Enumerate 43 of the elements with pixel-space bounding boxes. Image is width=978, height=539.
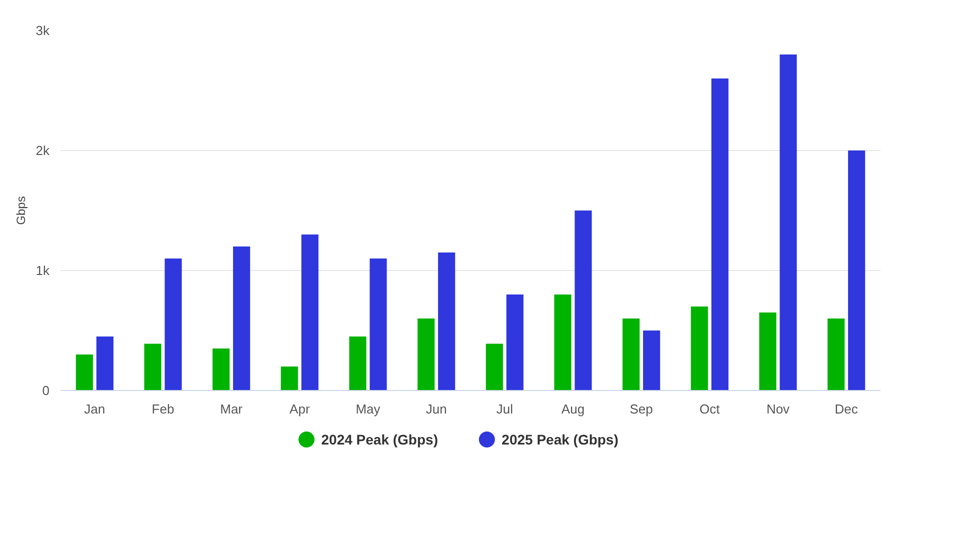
y-tick-label: 1k xyxy=(36,263,50,278)
bar xyxy=(164,258,182,390)
bar xyxy=(828,318,845,390)
x-tick-label: Mar xyxy=(220,402,244,416)
bar xyxy=(76,354,93,390)
bar xyxy=(554,294,572,390)
x-tick-label: Dec xyxy=(834,402,858,416)
bar xyxy=(280,366,298,390)
bar xyxy=(418,318,435,390)
legend-label: 2025 Peak (Gbps) xyxy=(502,432,618,448)
x-tick-label: Apr xyxy=(290,402,310,416)
bar xyxy=(96,336,114,390)
x-tick-label: Sep xyxy=(630,402,653,416)
bar xyxy=(574,210,592,390)
y-tick-label: 0 xyxy=(42,383,50,398)
x-tick-label: May xyxy=(356,402,381,416)
bar xyxy=(144,344,162,390)
y-tick-label: 2k xyxy=(36,143,50,158)
bar xyxy=(370,258,387,390)
bar xyxy=(438,252,456,390)
bar xyxy=(780,54,797,390)
bar xyxy=(349,336,366,390)
x-tick-label: Nov xyxy=(766,402,790,416)
bar xyxy=(643,330,660,390)
x-tick-label: Aug xyxy=(561,402,585,416)
bar xyxy=(759,312,776,390)
x-tick-label: Jun xyxy=(426,402,447,416)
bar xyxy=(233,246,250,390)
bar xyxy=(690,306,708,390)
bar xyxy=(212,348,230,390)
x-tick-label: Feb xyxy=(152,402,174,416)
x-tick-label: Jul xyxy=(496,402,514,416)
bar xyxy=(486,344,503,390)
bar xyxy=(301,234,318,390)
y-tick-label: 3k xyxy=(36,23,50,38)
y-axis-title: Gbps xyxy=(14,196,28,225)
x-tick-label: Jan xyxy=(84,402,106,416)
bar xyxy=(622,318,640,390)
legend-label: 2024 Peak (Gbps) xyxy=(321,432,438,448)
x-tick-label: Oct xyxy=(700,402,720,416)
bar xyxy=(711,78,728,390)
bar xyxy=(848,150,866,390)
bar xyxy=(506,294,524,390)
